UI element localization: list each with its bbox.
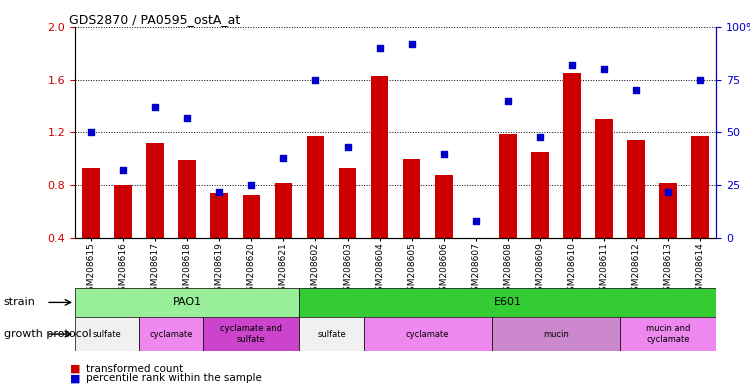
Point: [534, 134, 546, 140]
Point: [630, 87, 642, 93]
Bar: [620, 317, 716, 351]
Text: strain: strain: [4, 297, 36, 308]
Bar: [307, 136, 324, 238]
Bar: [531, 152, 549, 238]
Bar: [82, 168, 100, 238]
Bar: [435, 175, 452, 238]
Point: [182, 115, 194, 121]
Text: PAO1: PAO1: [172, 297, 202, 308]
Bar: [114, 185, 132, 238]
Bar: [75, 317, 140, 351]
Point: [149, 104, 161, 110]
Bar: [627, 141, 645, 238]
Text: cyclamate: cyclamate: [406, 329, 449, 339]
Bar: [146, 143, 164, 238]
Point: [598, 66, 610, 72]
Text: cyclamate and
sulfate: cyclamate and sulfate: [220, 324, 282, 344]
Text: GDS2870 / PA0595_ostA_at: GDS2870 / PA0595_ostA_at: [68, 13, 240, 26]
Point: [85, 129, 97, 136]
Text: E601: E601: [494, 297, 522, 308]
Point: [117, 167, 129, 174]
Point: [694, 76, 706, 83]
Point: [406, 41, 418, 47]
Bar: [339, 168, 356, 238]
Bar: [364, 317, 492, 351]
Text: mucin and
cyclamate: mucin and cyclamate: [646, 324, 690, 344]
Point: [502, 98, 514, 104]
Bar: [692, 136, 709, 238]
Point: [310, 76, 322, 83]
Text: sulfate: sulfate: [93, 329, 122, 339]
Bar: [274, 183, 292, 238]
Bar: [659, 183, 677, 238]
Point: [278, 155, 290, 161]
Point: [341, 144, 353, 150]
Point: [245, 182, 257, 188]
Text: mucin: mucin: [543, 329, 568, 339]
Point: [470, 218, 482, 224]
Bar: [492, 317, 620, 351]
Text: percentile rank within the sample: percentile rank within the sample: [86, 373, 262, 383]
Text: growth protocol: growth protocol: [4, 329, 92, 339]
Point: [438, 151, 450, 157]
Bar: [299, 317, 364, 351]
Point: [374, 45, 386, 51]
Bar: [203, 317, 299, 351]
Text: ■: ■: [70, 373, 80, 383]
Text: cyclamate: cyclamate: [149, 329, 193, 339]
Bar: [596, 119, 613, 238]
Bar: [178, 160, 196, 238]
Point: [662, 189, 674, 195]
Text: ■: ■: [70, 364, 80, 374]
Bar: [75, 288, 299, 317]
Bar: [140, 317, 203, 351]
Bar: [299, 288, 716, 317]
Text: sulfate: sulfate: [317, 329, 346, 339]
Point: [213, 189, 225, 195]
Bar: [211, 193, 228, 238]
Bar: [499, 134, 517, 238]
Bar: [403, 159, 421, 238]
Text: transformed count: transformed count: [86, 364, 184, 374]
Bar: [242, 195, 260, 238]
Bar: [563, 73, 580, 238]
Point: [566, 62, 578, 68]
Bar: [370, 76, 388, 238]
